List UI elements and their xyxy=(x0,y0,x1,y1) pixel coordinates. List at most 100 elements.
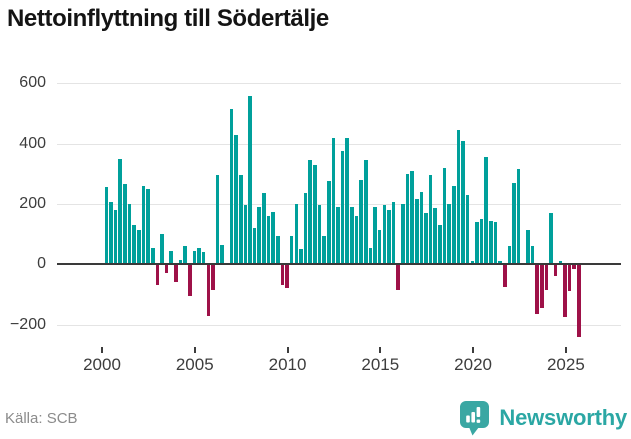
bar xyxy=(192,250,197,265)
bar xyxy=(340,151,345,265)
bar xyxy=(123,184,127,265)
gridline xyxy=(57,83,621,85)
bar xyxy=(187,264,192,296)
bar xyxy=(359,179,363,265)
bar xyxy=(132,225,136,265)
bar xyxy=(549,213,553,265)
bar xyxy=(484,157,489,265)
bar xyxy=(563,264,567,318)
bar xyxy=(109,202,113,265)
x-axis-tick xyxy=(379,347,382,353)
gridline xyxy=(57,143,621,145)
bar xyxy=(470,261,475,265)
x-axis-tick-label: 2020 xyxy=(454,355,492,374)
bar xyxy=(544,264,549,290)
bar xyxy=(331,137,336,265)
bar xyxy=(567,264,572,292)
bar xyxy=(266,216,271,265)
bar xyxy=(535,264,539,315)
newsworthy-wordmark: Newsworthy xyxy=(499,404,627,430)
x-axis-tick-label: 2015 xyxy=(361,355,400,374)
bar xyxy=(507,246,512,265)
bar xyxy=(540,264,544,309)
bar xyxy=(373,206,377,265)
bar xyxy=(424,213,428,265)
bar xyxy=(183,246,187,265)
bar xyxy=(303,193,308,265)
bar xyxy=(164,264,169,274)
bar xyxy=(530,246,535,265)
newsworthy-logo[interactable]: Newsworthy xyxy=(457,399,627,436)
x-axis-tick xyxy=(101,347,103,353)
bar xyxy=(308,160,312,265)
bar xyxy=(141,185,146,265)
x-axis-tick-label: 2000 xyxy=(83,355,121,374)
x-axis-tick-label: 2005 xyxy=(175,355,214,374)
bar xyxy=(368,247,373,265)
page-title: Nettoinflyttning till Södertälje xyxy=(7,5,329,32)
bar xyxy=(243,205,248,265)
bar xyxy=(396,264,400,290)
bar xyxy=(336,206,340,265)
bar xyxy=(405,173,410,265)
newsworthy-badge-icon xyxy=(460,401,490,436)
bar xyxy=(438,225,442,265)
bar xyxy=(382,205,387,265)
bar xyxy=(113,210,118,265)
bar xyxy=(461,140,465,265)
x-axis-tick-label: 2025 xyxy=(546,355,585,374)
bar xyxy=(577,264,581,337)
bar xyxy=(201,252,206,265)
bar xyxy=(345,137,350,265)
y-axis-tick-label: 400 xyxy=(19,134,46,152)
bar xyxy=(558,261,563,265)
gridline xyxy=(57,324,621,326)
bar xyxy=(572,264,577,269)
bar xyxy=(502,264,507,287)
x-axis-tick xyxy=(193,347,196,353)
bar xyxy=(155,264,160,286)
bar xyxy=(456,130,461,265)
bar xyxy=(104,187,109,265)
bar xyxy=(220,244,224,265)
bar xyxy=(452,185,456,265)
bar xyxy=(197,247,201,265)
bar xyxy=(465,194,470,265)
bar xyxy=(137,229,141,265)
bar xyxy=(489,220,493,265)
bar xyxy=(169,250,174,265)
x-axis-tick xyxy=(472,347,475,353)
bar xyxy=(252,228,257,265)
y-axis-tick-label: −200 xyxy=(9,315,46,333)
bar xyxy=(322,235,326,265)
x-axis-tick xyxy=(286,347,289,353)
bar xyxy=(428,175,433,265)
bar xyxy=(313,164,317,265)
bar xyxy=(442,167,447,265)
bar xyxy=(475,222,479,265)
bar xyxy=(262,193,266,265)
bar xyxy=(248,96,252,265)
bar xyxy=(289,235,294,265)
bar xyxy=(294,203,299,265)
bar xyxy=(215,175,220,265)
bar xyxy=(433,208,438,265)
bar xyxy=(257,206,262,265)
y-axis-tick-label: 0 xyxy=(37,255,46,273)
x-axis-tick-label: 2010 xyxy=(268,355,307,374)
bar xyxy=(493,222,498,265)
bar xyxy=(363,160,368,265)
bar xyxy=(354,216,359,265)
bar xyxy=(391,202,396,265)
bar xyxy=(553,264,558,277)
bar xyxy=(447,203,451,265)
source-note: Källa: SCB xyxy=(5,410,78,427)
zero-baseline xyxy=(57,263,621,266)
bar xyxy=(280,264,285,286)
bar xyxy=(401,203,405,265)
bar xyxy=(479,219,484,265)
bar xyxy=(206,264,211,316)
bar xyxy=(229,108,234,265)
bar xyxy=(275,235,280,265)
